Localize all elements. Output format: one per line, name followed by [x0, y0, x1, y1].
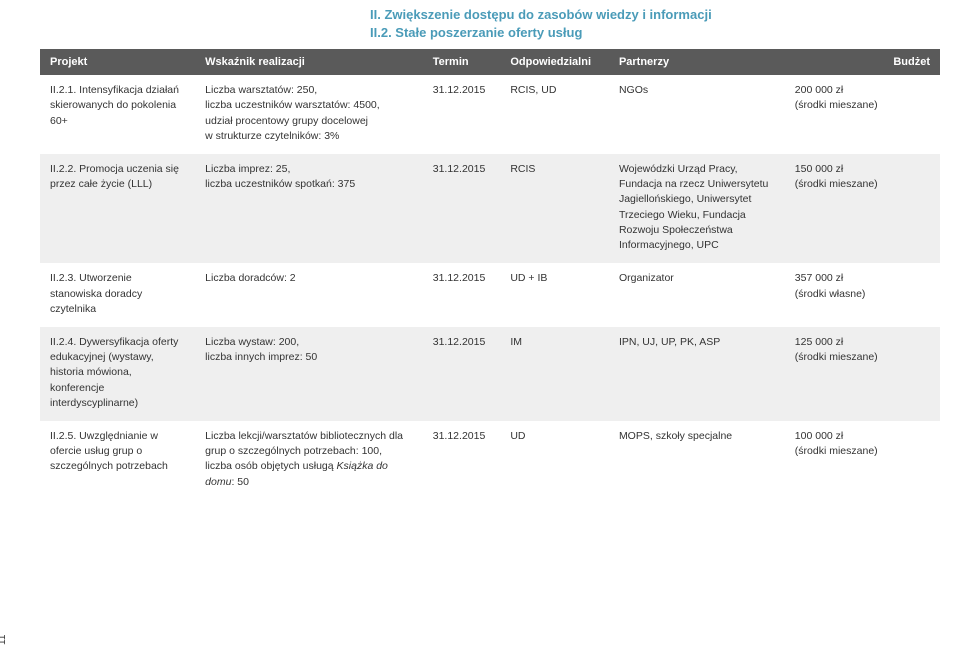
- cell-budzet: 200 000 zł(środki mieszane): [785, 75, 940, 154]
- page-number: 11: [0, 635, 8, 645]
- cell-budzet: 357 000 zł(środki własne): [785, 263, 940, 327]
- cell-wskaznik: Liczba lekcji/warsztatów bibliotecznych …: [195, 421, 423, 500]
- cell-partnerzy: NGOs: [609, 75, 785, 154]
- col-header-budzet: Budżet: [785, 49, 940, 75]
- cell-partnerzy: Organizator: [609, 263, 785, 327]
- wskaznik-post: : 50: [231, 476, 249, 488]
- table-row: II.2.3. Utworzenie stanowiska doradcy cz…: [40, 263, 940, 327]
- cell-wskaznik: Liczba wystaw: 200,liczba innych imprez:…: [195, 327, 423, 421]
- section-title: II. Zwiększenie dostępu do zasobów wiedz…: [0, 0, 960, 43]
- cell-budzet: 125 000 zł(środki mieszane): [785, 327, 940, 421]
- cell-projekt: II.2.2. Promocja uczenia się przez całe …: [40, 154, 195, 263]
- col-header-odpow: Odpowiedzialni: [500, 49, 609, 75]
- table-row: II.2.4. Dywersyfikacja oferty edukacyjne…: [40, 327, 940, 421]
- cell-odpow: RCIS, UD: [500, 75, 609, 154]
- cell-termin: 31.12.2015: [423, 75, 501, 154]
- cell-termin: 31.12.2015: [423, 263, 501, 327]
- cell-odpow: UD: [500, 421, 609, 500]
- cell-termin: 31.12.2015: [423, 154, 501, 263]
- table-row: II.2.2. Promocja uczenia się przez całe …: [40, 154, 940, 263]
- cell-wskaznik: Liczba imprez: 25,liczba uczestników spo…: [195, 154, 423, 263]
- section-title-line2: II.2. Stałe poszerzanie oferty usług: [370, 24, 960, 42]
- cell-partnerzy: Wojewódzki Urząd Pracy, Fundacja na rzec…: [609, 154, 785, 263]
- cell-odpow: UD + IB: [500, 263, 609, 327]
- cell-budzet: 100 000 zł(środki mieszane): [785, 421, 940, 500]
- cell-odpow: RCIS: [500, 154, 609, 263]
- col-header-termin: Termin: [423, 49, 501, 75]
- col-header-projekt: Projekt: [40, 49, 195, 75]
- cell-wskaznik: Liczba warsztatów: 250,liczba uczestnikó…: [195, 75, 423, 154]
- cell-projekt: II.2.3. Utworzenie stanowiska doradcy cz…: [40, 263, 195, 327]
- cell-wskaznik: Liczba doradców: 2: [195, 263, 423, 327]
- cell-partnerzy: IPN, UJ, UP, PK, ASP: [609, 327, 785, 421]
- cell-projekt: II.2.4. Dywersyfikacja oferty edukacyjne…: [40, 327, 195, 421]
- col-header-partnerzy: Partnerzy: [609, 49, 785, 75]
- table-row: II.2.5. Uwzględnianie w ofercie usług gr…: [40, 421, 940, 500]
- table-header-row: Projekt Wskaźnik realizacji Termin Odpow…: [40, 49, 940, 75]
- cell-termin: 31.12.2015: [423, 327, 501, 421]
- data-table: Projekt Wskaźnik realizacji Termin Odpow…: [40, 49, 940, 500]
- cell-partnerzy: MOPS, szkoły specjalne: [609, 421, 785, 500]
- col-header-wskaznik: Wskaźnik realizacji: [195, 49, 423, 75]
- cell-projekt: II.2.1. Intensyfikacja działań skierowan…: [40, 75, 195, 154]
- table-row: II.2.1. Intensyfikacja działań skierowan…: [40, 75, 940, 154]
- cell-budzet: 150 000 zł(środki mieszane): [785, 154, 940, 263]
- cell-odpow: IM: [500, 327, 609, 421]
- cell-projekt: II.2.5. Uwzględnianie w ofercie usług gr…: [40, 421, 195, 500]
- cell-termin: 31.12.2015: [423, 421, 501, 500]
- section-title-line1: II. Zwiększenie dostępu do zasobów wiedz…: [370, 6, 960, 24]
